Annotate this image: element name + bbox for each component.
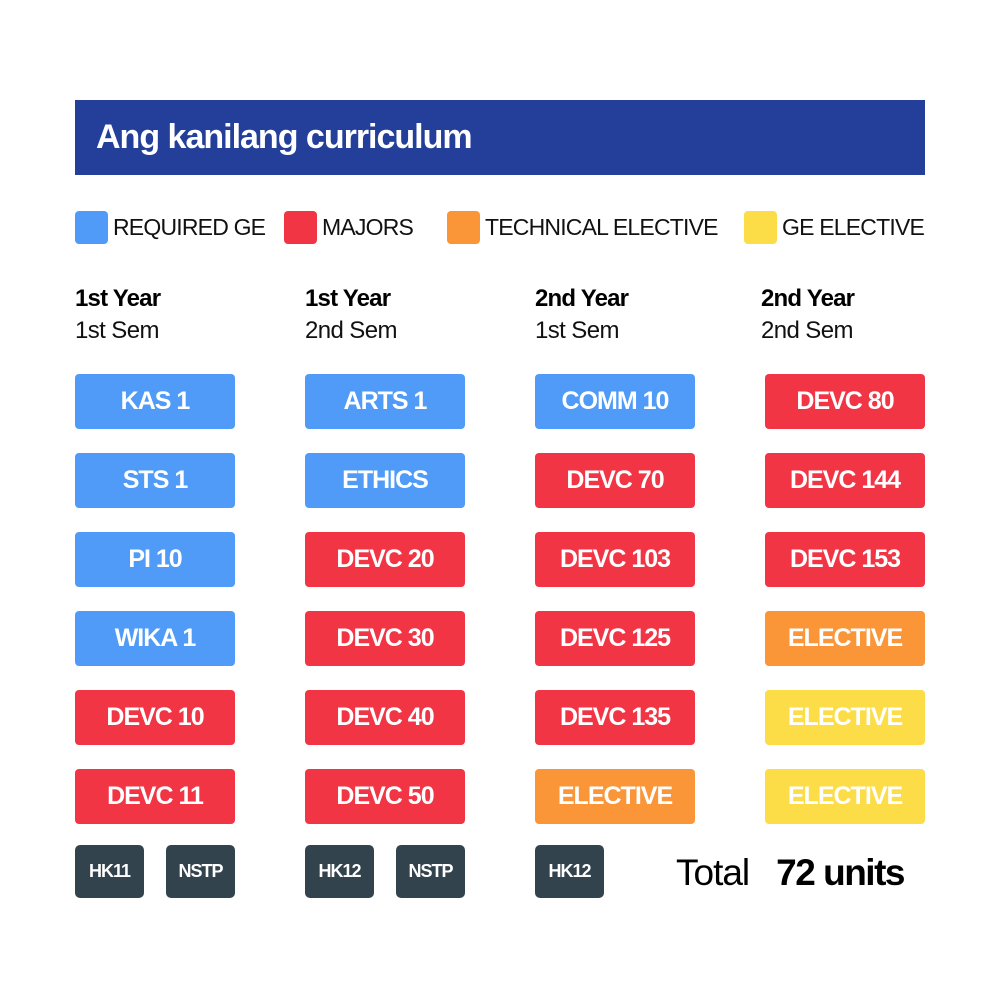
sem-label: 2nd Sem bbox=[305, 317, 397, 344]
legend-swatch bbox=[744, 210, 777, 244]
sem-label: 2nd Sem bbox=[761, 317, 853, 344]
legend-swatch bbox=[284, 210, 317, 244]
course-box: DEVC 50 bbox=[305, 769, 465, 824]
course-box: DEVC 70 bbox=[535, 453, 695, 508]
course-box: PI 10 bbox=[75, 532, 235, 587]
legend-item-technical-elective: TECHNICAL ELECTIVE bbox=[447, 209, 719, 245]
sem-label: 1st Sem bbox=[535, 317, 619, 344]
title-bar: Ang kanilang curriculum bbox=[75, 100, 925, 175]
course-box: KAS 1 bbox=[75, 374, 235, 429]
total-label: Total bbox=[676, 852, 750, 893]
course-box: COMM 10 bbox=[535, 374, 695, 429]
legend-swatch bbox=[447, 210, 480, 244]
year-label: 2nd Year bbox=[535, 285, 629, 312]
course-box: DEVC 144 bbox=[765, 453, 925, 508]
course-box: DEVC 30 bbox=[305, 611, 465, 666]
legend-item-ge-elective: GE ELECTIVE bbox=[744, 209, 925, 245]
total-units: Total 72 units bbox=[676, 852, 905, 898]
nstp-badge: NSTP bbox=[166, 845, 235, 898]
course-box: ETHICS bbox=[305, 453, 465, 508]
pe-badge: HK12 bbox=[535, 845, 604, 898]
legend-label: REQUIRED GE bbox=[113, 213, 266, 240]
semester-header: 1st Year 1st Sem bbox=[75, 284, 275, 348]
course-box: WIKA 1 bbox=[75, 611, 235, 666]
sem-label: 1st Sem bbox=[75, 317, 159, 344]
pe-badge: HK12 bbox=[305, 845, 374, 898]
course-box: DEVC 11 bbox=[75, 769, 235, 824]
page-title: Ang kanilang curriculum bbox=[96, 118, 473, 156]
legend-label: TECHNICAL ELECTIVE bbox=[485, 213, 719, 240]
course-box: DEVC 40 bbox=[305, 690, 465, 745]
course-box: ELECTIVE bbox=[765, 769, 925, 824]
year-label: 1st Year bbox=[75, 285, 161, 312]
year-label: 1st Year bbox=[305, 285, 391, 312]
course-box: DEVC 80 bbox=[765, 374, 925, 429]
pe-badge: HK11 bbox=[75, 845, 144, 898]
course-box: ELECTIVE bbox=[535, 769, 695, 824]
legend-swatch bbox=[75, 210, 108, 244]
semester-header: 2nd Year 1st Sem bbox=[535, 284, 735, 348]
course-box: DEVC 135 bbox=[535, 690, 695, 745]
course-box: STS 1 bbox=[75, 453, 235, 508]
semester-header: 2nd Year 2nd Sem bbox=[761, 284, 961, 348]
nstp-badge: NSTP bbox=[396, 845, 465, 898]
course-box: DEVC 20 bbox=[305, 532, 465, 587]
legend-item-majors: MAJORS bbox=[284, 209, 414, 245]
semester-header: 1st Year 2nd Sem bbox=[305, 284, 505, 348]
legend-label: GE ELECTIVE bbox=[782, 213, 925, 240]
course-box: DEVC 125 bbox=[535, 611, 695, 666]
course-box: DEVC 10 bbox=[75, 690, 235, 745]
course-box: ARTS 1 bbox=[305, 374, 465, 429]
course-box: DEVC 153 bbox=[765, 532, 925, 587]
legend-item-required-ge: REQUIRED GE bbox=[75, 209, 266, 245]
course-box: ELECTIVE bbox=[765, 611, 925, 666]
year-label: 2nd Year bbox=[761, 285, 855, 312]
legend-label: MAJORS bbox=[322, 213, 414, 240]
legend: REQUIRED GE MAJORS TECHNICAL ELECTIVE GE… bbox=[0, 209, 1000, 245]
course-box: ELECTIVE bbox=[765, 690, 925, 745]
total-value: 72 units bbox=[776, 852, 905, 893]
course-box: DEVC 103 bbox=[535, 532, 695, 587]
